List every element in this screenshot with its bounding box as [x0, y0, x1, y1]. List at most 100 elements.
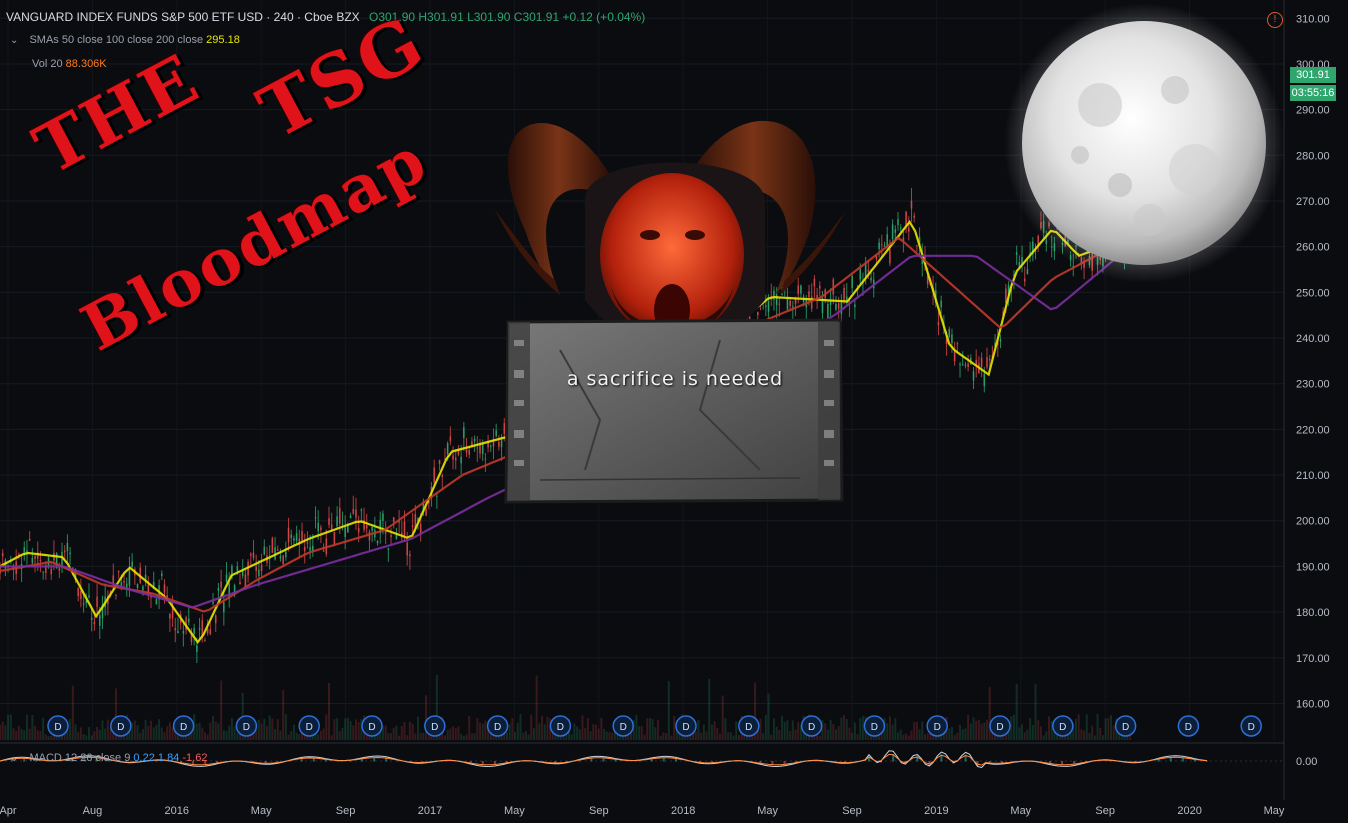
volume-bar [1088, 732, 1091, 740]
candle-body [452, 455, 454, 460]
volume-bar [144, 719, 147, 740]
macd-histogram-bar [481, 761, 484, 765]
symbol-title[interactable]: VANGUARD INDEX FUNDS S&P 500 ETF USD · 2… [6, 10, 360, 24]
candle-body [902, 237, 905, 241]
volume-bar [198, 722, 201, 740]
volume-bar [77, 731, 80, 740]
dividend-marker-label: D [620, 722, 627, 733]
macd-histogram-bar [361, 759, 364, 762]
volume-bar [422, 732, 425, 740]
volume-bar [381, 725, 384, 740]
candle-body [90, 617, 93, 620]
macd-histogram-bar [493, 761, 496, 765]
volume-bar [352, 725, 355, 740]
volume-bar [7, 714, 10, 740]
dividend-marker-label: D [996, 722, 1003, 733]
volume-bar [1066, 733, 1069, 740]
volume-bar [104, 728, 107, 740]
price-axis[interactable]: 310.00300.00290.00280.00270.00260.00250.… [1296, 13, 1330, 768]
candle-body [96, 596, 98, 607]
candle-body [414, 513, 417, 529]
volume-bar [1096, 714, 1099, 740]
candle-body [352, 508, 355, 514]
volume-bar [470, 733, 473, 740]
volume-bar [390, 733, 393, 740]
candle-body [125, 583, 128, 588]
candle-body [996, 341, 999, 346]
candle-body [422, 501, 425, 513]
sma-legend-value: 295.18 [206, 34, 240, 46]
volume-bar [1126, 734, 1129, 740]
candle-body [220, 581, 222, 588]
volume-bar [651, 719, 654, 740]
volume-bar [384, 725, 387, 740]
volume-bar [263, 718, 266, 740]
volume-bar [759, 718, 762, 740]
candle-body [1, 552, 4, 557]
time-axis[interactable]: Apr Aug 2016 May Sep 2017 May Sep 2018 May Sep 2019… [0, 805, 1285, 817]
candle-body [136, 584, 139, 588]
volume-bar [1045, 731, 1048, 740]
macd-histogram-bar [916, 755, 919, 762]
alert-icon[interactable]: ! [1267, 12, 1283, 28]
price-tick-label: 270.00 [1296, 196, 1330, 208]
time-tick-label: Aug [83, 805, 103, 817]
volume-bar [150, 720, 153, 740]
candle-body [155, 599, 158, 605]
candle-body [368, 531, 371, 541]
volume-bar [665, 733, 668, 740]
macd-value-1: 0.22 [133, 752, 155, 764]
volume-bar [487, 726, 490, 740]
volume-bar [983, 722, 986, 740]
candle-body [363, 520, 365, 530]
candle-body [460, 456, 462, 464]
candle-body [201, 620, 204, 637]
macd-histogram-bar [892, 754, 895, 762]
dividend-marker-label: D [54, 722, 61, 733]
volume-bar [187, 732, 190, 740]
candle-body [28, 538, 31, 541]
candle-body [988, 358, 991, 361]
chevron-down-icon[interactable]: ⌄ [10, 35, 19, 46]
volume-bar [9, 714, 12, 740]
chevron-down-icon[interactable]: ⌄ [10, 753, 19, 764]
macd-histogram-bar [771, 761, 774, 765]
volume-bar [532, 728, 535, 740]
volume-bar [897, 732, 900, 740]
candle-body [382, 513, 384, 521]
candle-body [255, 566, 257, 571]
candle-body [320, 527, 322, 530]
candle-body [274, 547, 276, 560]
volume-bar [473, 733, 476, 740]
time-tick-label: 2016 [165, 805, 189, 817]
candle-body [851, 275, 853, 289]
volume-bar [160, 727, 163, 740]
volume-bar [843, 715, 846, 740]
candle-body [387, 548, 390, 550]
candle-body [123, 580, 125, 583]
volume-bar [295, 732, 298, 740]
volume-bar [662, 732, 665, 740]
candle-body [794, 298, 797, 304]
candle-body [937, 322, 940, 326]
volume-bar [608, 732, 611, 740]
macd-histogram-bar [216, 761, 219, 764]
volume-bar [90, 735, 93, 740]
macd-legend[interactable]: ⌄ MACD 12 26 close 9 0.22 1.84 -1.62 [10, 752, 207, 764]
volume-bar [791, 720, 794, 740]
candle-body [980, 357, 983, 368]
volume-bar [239, 730, 242, 740]
candle-body [492, 442, 495, 447]
candle-body [379, 519, 382, 534]
sma-legend[interactable]: ⌄ SMAs 50 close 100 close 200 close 295.… [10, 34, 240, 46]
volume-legend[interactable]: Vol 20 88.306K [32, 58, 107, 70]
dividend-marker-label: D [368, 722, 375, 733]
volume-bar [346, 717, 349, 740]
volume-bar [527, 734, 530, 740]
volume-bar [50, 735, 53, 740]
macd-histogram-bar [638, 760, 641, 762]
macd-histogram-bar [988, 761, 991, 764]
volume-bar [767, 693, 770, 740]
volume-bar [257, 719, 260, 740]
